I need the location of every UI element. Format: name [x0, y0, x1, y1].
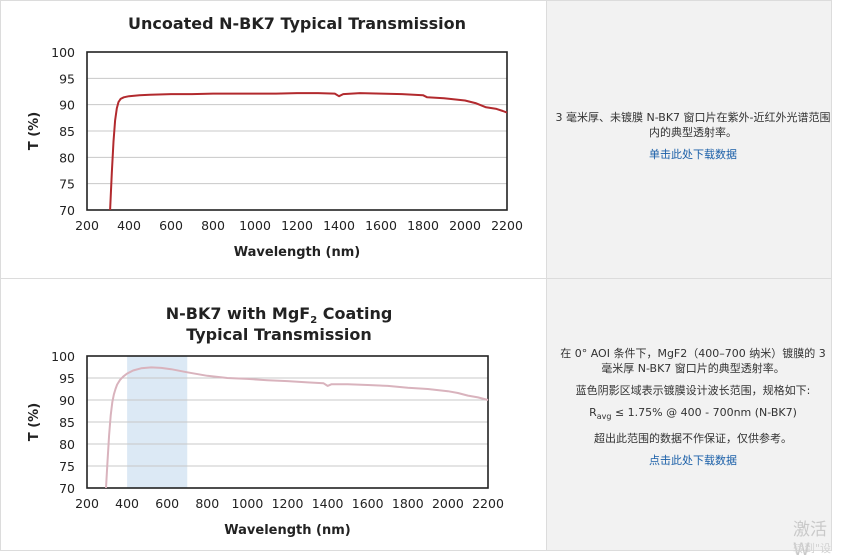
- y-tick-label: 75: [59, 177, 75, 192]
- x-tick-label: 1800: [392, 496, 424, 511]
- y-tick-label: 90: [59, 98, 75, 113]
- x-tick-label: 2200: [472, 496, 504, 511]
- chart-cell-uncoated: Uncoated N-BK7 Typical Transmission 70 75 8…: [0, 0, 547, 279]
- x-tick-label: 800: [195, 496, 219, 511]
- x-tick-label: 400: [115, 496, 139, 511]
- x-tick-label: 600: [159, 218, 183, 233]
- description-uncoated: 3 毫米厚、未镀膜 N-BK7 窗口片在紫外-近红外光谱范围内的典型透射率。 单…: [555, 110, 831, 169]
- x-tick-label: 1000: [239, 218, 271, 233]
- description-text: 在 0° AOI 条件下，MgF2（400–700 纳米）镀膜的 3 毫米厚 N…: [560, 347, 826, 375]
- y-tick-label: 80: [59, 150, 75, 165]
- chart-cell-coated: N-BK7 with MgF2 Coating Typical Transmiss…: [0, 278, 547, 551]
- x-tick-label: 600: [155, 496, 179, 511]
- disclaimer-text: 超出此范围的数据不作保证，仅供参考。: [594, 432, 792, 446]
- y-axis-label: T (%): [27, 112, 42, 150]
- y-axis-label: T (%): [27, 403, 42, 441]
- y-tick-label: 95: [59, 371, 75, 386]
- x-tick-label: 1600: [352, 496, 384, 511]
- y-tick-label: 80: [59, 437, 75, 452]
- content-table: Uncoated N-BK7 Typical Transmission 70 75 8…: [0, 0, 832, 551]
- y-tick-label: 85: [59, 124, 75, 139]
- x-tick-label: 2000: [449, 218, 481, 233]
- chart-title: Uncoated N-BK7 Typical Transmission: [128, 14, 466, 33]
- transmission-series-line: [105, 366, 489, 489]
- x-tick-label: 400: [117, 218, 141, 233]
- y-tick-label: 70: [59, 481, 75, 496]
- x-tick-label: 2000: [432, 496, 464, 511]
- chart-uncoated-transmission: Uncoated N-BK7 Typical Transmission 70 75 8…: [27, 14, 523, 260]
- y-tick-label: 90: [59, 393, 75, 408]
- x-tick-label: 1600: [365, 218, 397, 233]
- spec-text: Ravg ≤ 1.75% @ 400 - 700nm (N-BK7): [589, 406, 797, 422]
- x-axis-label: Wavelength (nm): [224, 523, 350, 538]
- download-data-link[interactable]: 点击此处下载数据: [649, 454, 737, 468]
- x-tick-label: 1200: [281, 218, 313, 233]
- x-tick-label: 1200: [272, 496, 304, 511]
- watermark-subtext: 转到"设: [793, 542, 832, 555]
- description-coated: 在 0° AOI 条件下，MgF2（400–700 纳米）镀膜的 3 毫米厚 N…: [555, 346, 831, 475]
- x-tick-label: 2200: [491, 218, 523, 233]
- band-note-text: 蓝色阴影区域表示镀膜设计波长范围，规格如下:: [575, 384, 811, 397]
- x-tick-label: 1800: [407, 218, 439, 233]
- x-axis-label: Wavelength (nm): [234, 245, 360, 260]
- chart-title: N-BK7 with MgF2 Coating: [166, 304, 393, 326]
- description-text: 3 毫米厚、未镀膜 N-BK7 窗口片在紫外-近红外光谱范围内的典型透射率。: [555, 111, 831, 139]
- x-tick-label: 800: [201, 218, 225, 233]
- y-tick-label: 95: [59, 71, 75, 86]
- description-cell-uncoated: 3 毫米厚、未镀膜 N-BK7 窗口片在紫外-近红外光谱范围内的典型透射率。 单…: [547, 0, 832, 279]
- transmission-series-line: [109, 92, 508, 211]
- plot-frame: [86, 355, 489, 489]
- plot-frame: [86, 51, 508, 211]
- x-tick-label: 200: [75, 218, 99, 233]
- y-tick-label: 70: [59, 203, 75, 218]
- y-tick-label: 100: [51, 45, 75, 60]
- x-tick-label: 1400: [312, 496, 344, 511]
- y-tick-label: 75: [59, 459, 75, 474]
- x-tick-label: 1400: [323, 218, 355, 233]
- chart-title-line2: Typical Transmission: [186, 325, 372, 344]
- y-tick-label: 100: [51, 349, 75, 364]
- y-tick-label: 85: [59, 415, 75, 430]
- download-data-link[interactable]: 单击此处下载数据: [649, 148, 737, 161]
- description-cell-coated: 在 0° AOI 条件下，MgF2（400–700 纳米）镀膜的 3 毫米厚 N…: [547, 278, 832, 551]
- x-tick-label: 200: [75, 496, 99, 511]
- x-tick-label: 1000: [231, 496, 263, 511]
